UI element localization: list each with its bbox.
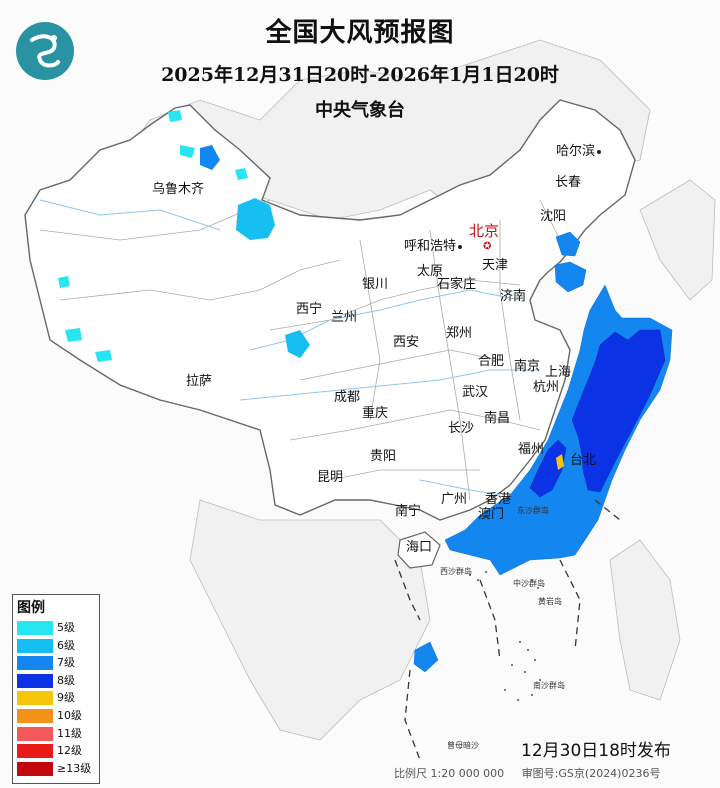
legend-swatch [17, 673, 53, 688]
city-xining: 西宁 [296, 302, 323, 317]
legend-item: 12级 [13, 742, 99, 760]
city-guiyang: 贵阳 [370, 449, 397, 464]
china-mainland [24, 99, 636, 521]
legend-swatch [17, 656, 53, 671]
city-hefei: 合肥 [478, 354, 505, 369]
legend-item: 7级 [13, 654, 99, 672]
island-xisha: 西沙群岛 [440, 567, 472, 576]
legend-rows: 5级 6级 7级 8级 9级 10级 11级 12级 ≥13级 [13, 619, 99, 777]
legend-swatch [17, 726, 53, 741]
city-hangzhou: 杭州 [533, 380, 560, 395]
province-borders [39, 199, 561, 501]
city-changsha: 长沙 [448, 421, 475, 436]
legend-label: ≥13级 [57, 761, 92, 775]
legend-swatch [17, 691, 53, 706]
map-title: 全国大风预报图 [265, 18, 455, 48]
legend: 图例 5级 6级 7级 8级 9级 10级 11级 12级 ≥13级 [12, 594, 100, 784]
scale-text: 比例尺 1:20 000 000 [394, 767, 505, 780]
city-dot-icon [597, 149, 602, 154]
agency-name: 中央气象台 [315, 100, 405, 121]
legend-label: 12级 [57, 744, 82, 758]
legend-swatch [17, 621, 53, 635]
city-taiyuan: 太原 [417, 264, 444, 279]
wind-areas-level5-6 [58, 110, 310, 362]
city-changchun: 长春 [555, 175, 582, 190]
legend-swatch [17, 744, 53, 759]
legend-label: 10级 [57, 708, 82, 722]
city-shenyang: 沈阳 [540, 209, 567, 224]
neighbor-land-japan-korea [639, 179, 716, 301]
city-hongkong: 香港 [485, 492, 512, 507]
legend-label: 5级 [57, 621, 75, 634]
issued-time: 12月30日18时发布 [521, 741, 671, 761]
neighbor-land-southeast-asia [189, 499, 431, 741]
legend-label: 8级 [57, 673, 75, 687]
legend-item: 8级 [13, 672, 99, 690]
city-xian: 西安 [393, 335, 420, 350]
city-fuzhou: 福州 [518, 442, 545, 457]
city-guangzhou: 广州 [441, 492, 468, 507]
island-zengmu: 曾母暗沙 [447, 741, 479, 750]
wind-area-level9 [556, 454, 564, 470]
legend-item: ≥13级 [13, 760, 99, 778]
wind-areas-level8 [529, 329, 666, 498]
city-nanjing: 南京 [514, 359, 541, 374]
capital-label: 北京 [469, 222, 500, 240]
legend-label: 11级 [57, 726, 82, 740]
city-urumqi: 乌鲁木齐 [152, 182, 205, 197]
south-china-sea-dots [469, 571, 541, 701]
city-nanning: 南宁 [395, 504, 422, 519]
city-nanchang: 南昌 [484, 411, 511, 426]
city-tianjin: 天津 [482, 258, 509, 273]
legend-label: 9级 [57, 691, 75, 705]
legend-swatch [17, 708, 53, 723]
legend-swatch [17, 761, 53, 776]
city-jinan: 济南 [500, 289, 527, 304]
legend-label: 6级 [57, 638, 75, 652]
city-shijiazhuang: 石家庄 [437, 277, 477, 292]
rivers [39, 199, 540, 496]
city-lanzhou: 兰州 [331, 310, 358, 325]
city-harbin: 哈尔滨 [556, 140, 603, 159]
legend-item: 10级 [13, 707, 99, 725]
legend-label: 7级 [57, 656, 75, 670]
city-beijing: 北京 ✪ [469, 220, 499, 252]
city-haikou: 海口 [406, 540, 433, 555]
island-huangyan: 黄岩岛 [538, 597, 562, 606]
city-kunming: 昆明 [317, 470, 344, 485]
review-number: 审图号:GS京(2024)0236号 [521, 767, 661, 780]
city-lhasa: 拉萨 [186, 374, 213, 389]
island-dongsha: 东沙群岛 [517, 506, 549, 515]
maritime-boundary-lines [394, 499, 621, 761]
map-footer: 比例尺 1:20 000 000 审图号:GS京(2024)0236号 [394, 765, 674, 781]
city-zhengzhou: 郑州 [446, 326, 473, 341]
legend-item: 6级 [13, 637, 99, 655]
forecast-period: 2025年12月31日20时-2026年1月1日20时 [161, 64, 559, 86]
legend-item: 9级 [13, 689, 99, 707]
city-hohhot: 呼和浩特 [404, 235, 464, 254]
city-wuhan: 武汉 [462, 385, 489, 400]
island-nansha: 南沙群岛 [533, 681, 565, 690]
legend-swatch [17, 638, 53, 653]
city-yinchuan: 银川 [362, 277, 389, 292]
city-chengdu: 成都 [334, 390, 361, 405]
city-taipei: 台北 [570, 453, 597, 468]
city-chongqing: 重庆 [362, 406, 389, 421]
legend-title: 图例 [17, 600, 45, 616]
legend-item: 5级 [13, 619, 99, 637]
legend-item: 11级 [13, 725, 99, 743]
city-shanghai: 上海 [545, 365, 572, 380]
cma-logo [16, 22, 74, 80]
capital-star-icon: ✪ [483, 241, 492, 252]
island-zhongsha: 中沙群岛 [513, 579, 545, 588]
city-macau: 澳门 [478, 507, 505, 522]
city-dot-icon [458, 244, 463, 249]
hainan-island [397, 531, 441, 569]
neighbor-land-philippines [609, 539, 681, 701]
